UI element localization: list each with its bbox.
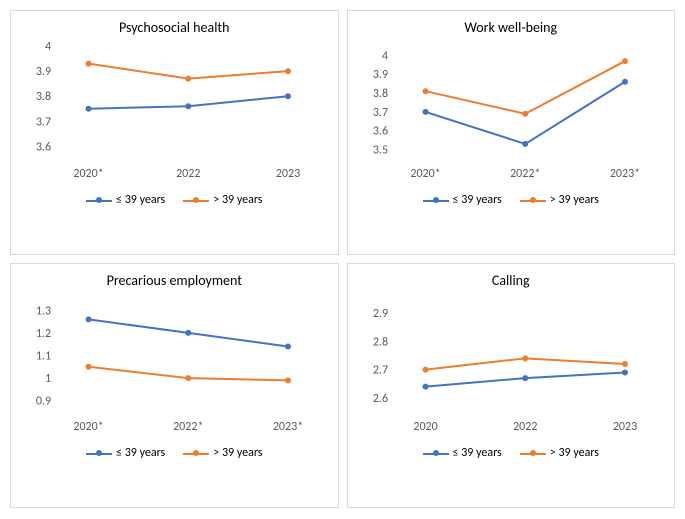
legend: ≤ 39 years > 39 years [356,446,667,460]
chart-title: Psychosocial health [19,19,330,36]
legend: ≤ 39 years > 39 years [356,193,667,207]
y-tick-label: 2.6 [372,392,387,406]
chart-panel-precarious: Precarious employment 0.9 1 1.1 1.2 1.3 2020* 2… [10,263,339,508]
legend-label: > 39 years [213,193,262,207]
x-tick-label: 2022 [176,167,200,181]
y-tick-label: 4 [381,49,387,63]
series-line-b [425,61,624,114]
chart-panel-calling: Calling 2.6 2.7 2.8 2.9 2020 2022 2023 ≤ 39 year… [347,263,676,508]
y-tick-label: 1.1 [36,350,51,364]
chart-plot: 0.9 1 1.1 1.2 1.3 2020* 2022* 2023* [19,293,330,438]
series-marker-b [522,355,528,361]
legend-item-b: > 39 years [183,446,262,460]
series-marker-a [285,93,291,99]
legend-marker-icon [423,194,449,206]
y-tick-label: 3.9 [36,65,51,79]
series-marker-b [285,377,291,383]
legend-item-b: > 39 years [183,193,262,207]
x-tick-label: 2022 [513,420,537,434]
y-tick-label: 3.5 [372,144,387,158]
x-tick-label: 2023 [276,167,300,181]
legend-marker-icon [520,194,546,206]
series-marker-a [522,375,528,381]
legend-item-a: ≤ 39 years [423,193,502,207]
series-marker-a [86,316,92,322]
chart-panel-work-wellbeing: Work well-being 3.5 3.6 3.7 3.8 3.9 4 2020* 2022… [347,10,676,255]
series-marker-a [285,343,291,349]
y-tick-label: 2.8 [372,335,387,349]
series-marker-b [86,364,92,370]
x-tick-label: 2022* [510,167,540,181]
y-tick-label: 4 [45,40,51,54]
legend-label: ≤ 39 years [453,446,502,460]
legend-marker-icon [183,447,209,459]
series-marker-a [185,103,191,109]
x-tick-label: 2023* [273,420,303,434]
y-tick-label: 1 [45,372,51,386]
x-tick-label: 2020 [413,420,437,434]
x-tick-label: 2020* [410,167,440,181]
legend-label: ≤ 39 years [116,446,165,460]
y-tick-label: 3.7 [372,106,387,120]
y-tick-label: 2.7 [372,364,387,378]
legend-marker-icon [86,447,112,459]
chart-plot: 2.6 2.7 2.8 2.9 2020 2022 2023 [356,293,667,438]
legend-item-b: > 39 years [520,446,599,460]
series-marker-b [422,367,428,373]
chart-plot: 3.6 3.7 3.8 3.9 4 2020* 2022 2023 [19,40,330,185]
series-marker-b [522,111,528,117]
legend-item-b: > 39 years [520,193,599,207]
chart-grid: Psychosocial health 3.6 3.7 3.8 3.9 4 2020* 202… [10,10,675,508]
chart-plot: 3.5 3.6 3.7 3.8 3.9 4 2020* 2022* 2023* [356,40,667,185]
chart-title: Precarious employment [19,272,330,289]
legend-label: ≤ 39 years [116,193,165,207]
legend-marker-icon [423,447,449,459]
series-marker-b [185,375,191,381]
series-marker-a [621,369,627,375]
y-tick-label: 3.6 [372,125,387,139]
y-tick-label: 3.6 [36,140,51,154]
series-marker-b [185,76,191,82]
series-marker-a [86,106,92,112]
legend-label: > 39 years [213,446,262,460]
y-tick-label: 1.3 [36,304,51,318]
x-tick-label: 2023* [609,167,639,181]
legend: ≤ 39 years > 39 years [19,193,330,207]
y-tick-label: 3.8 [372,87,387,101]
y-tick-label: 3.8 [36,90,51,104]
legend-label: ≤ 39 years [453,193,502,207]
y-tick-label: 3.7 [36,115,51,129]
x-tick-label: 2020* [73,420,103,434]
legend-label: > 39 years [550,193,599,207]
legend-marker-icon [86,194,112,206]
x-tick-label: 2022* [173,420,203,434]
series-marker-a [422,109,428,115]
legend-marker-icon [183,194,209,206]
legend-item-a: ≤ 39 years [423,446,502,460]
chart-title: Work well-being [356,19,667,36]
x-tick-label: 2023 [612,420,636,434]
legend-label: > 39 years [550,446,599,460]
chart-panel-psychosocial: Psychosocial health 3.6 3.7 3.8 3.9 4 2020* 202… [10,10,339,255]
y-tick-label: 1.2 [36,327,51,341]
series-marker-a [522,141,528,147]
series-marker-b [621,58,627,64]
series-marker-b [621,361,627,367]
legend-marker-icon [520,447,546,459]
series-marker-a [621,79,627,85]
legend-item-a: ≤ 39 years [86,193,165,207]
y-tick-label: 3.9 [372,68,387,82]
series-marker-a [185,330,191,336]
series-marker-b [285,68,291,74]
legend: ≤ 39 years > 39 years [19,446,330,460]
y-tick-label: 2.9 [372,307,387,321]
series-marker-b [422,88,428,94]
y-tick-label: 0.9 [36,395,51,409]
series-marker-a [422,384,428,390]
chart-title: Calling [356,272,667,289]
legend-item-a: ≤ 39 years [86,446,165,460]
series-marker-b [86,61,92,67]
x-tick-label: 2020* [73,167,103,181]
